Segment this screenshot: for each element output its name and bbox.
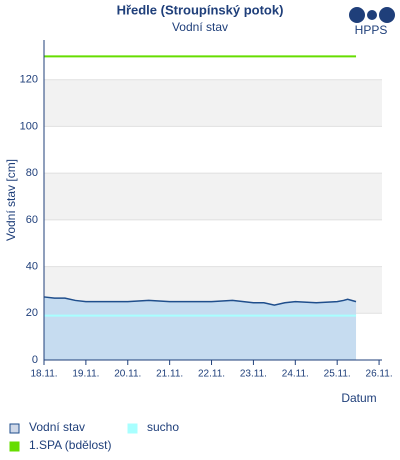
logo xyxy=(349,7,395,23)
legend-label: sucho xyxy=(147,420,179,434)
legend-swatch xyxy=(9,441,20,452)
logo-dot xyxy=(349,7,365,23)
legend-swatch xyxy=(9,423,20,434)
y-axis-label: Vodní stav [cm] xyxy=(4,159,18,241)
legend-label: Vodní stav xyxy=(29,420,85,434)
x-tick-label: 20.11. xyxy=(114,369,141,380)
grid-band xyxy=(44,173,382,220)
legend-swatch xyxy=(127,423,138,434)
y-tick-label: 40 xyxy=(26,260,38,272)
x-tick-label: 21.11. xyxy=(156,369,183,380)
logo-dot xyxy=(379,7,395,23)
legend-label: 1.SPA (bdělost) xyxy=(29,438,112,452)
x-tick-label: 19.11. xyxy=(72,369,99,380)
line xyxy=(43,296,357,306)
logo-text: HPPS xyxy=(355,23,388,37)
area xyxy=(44,296,357,360)
x-tick-label: 25.11. xyxy=(324,369,351,380)
y-tick-label: 100 xyxy=(20,120,38,132)
logo-dot xyxy=(367,10,377,20)
x-tick-label: 18.11. xyxy=(30,369,57,380)
y-tick-label: 120 xyxy=(20,74,38,86)
chart-subtitle: Vodní stav xyxy=(172,20,228,34)
grid-band xyxy=(44,79,382,127)
x-axis-label: Datum xyxy=(341,391,376,405)
x-tick-label: 26.11. xyxy=(366,369,393,380)
y-tick-label: 60 xyxy=(26,214,38,226)
y-tick-label: 80 xyxy=(26,167,38,179)
y-tick-label: 0 xyxy=(32,354,38,366)
y-tick-label: 20 xyxy=(26,307,38,319)
x-tick-label: 23.11. xyxy=(240,369,267,380)
x-tick-label: 22.11. xyxy=(198,369,225,380)
x-tick-label: 24.11. xyxy=(282,369,309,380)
chart-title: Hředle (Stroupínský potok) xyxy=(117,2,284,17)
